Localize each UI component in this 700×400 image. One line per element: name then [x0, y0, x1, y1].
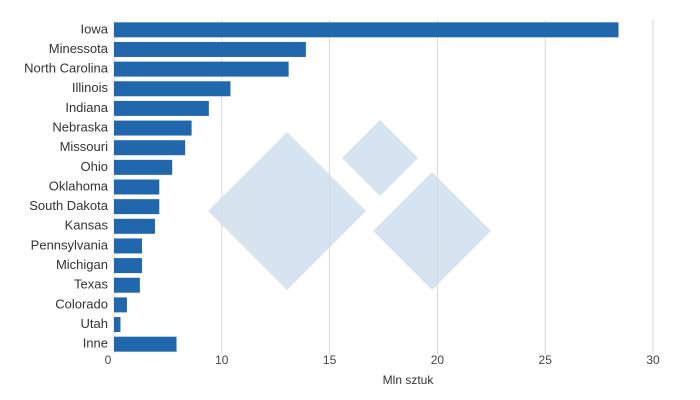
x-tick-label: 20	[431, 353, 445, 367]
y-tick-label: Michigan	[56, 257, 108, 272]
x-tick-label: 30	[646, 353, 660, 367]
bar	[114, 218, 155, 234]
y-tick-label: Indiana	[65, 100, 108, 115]
x-tick-label: 0	[105, 353, 112, 367]
y-tick-label: Ohio	[81, 159, 108, 174]
x-tick-label: 25	[539, 353, 553, 367]
y-tick-label: Texas	[74, 277, 108, 292]
bar	[114, 22, 619, 38]
y-tick-label: Nebraska	[52, 119, 108, 134]
bar	[114, 81, 231, 97]
y-tick-label: Pennsylvania	[31, 237, 109, 252]
bar	[114, 179, 160, 195]
bar	[114, 258, 143, 274]
bar	[114, 336, 177, 352]
y-tick-label: Illinois	[72, 80, 109, 95]
bar	[114, 100, 209, 116]
bar	[114, 277, 140, 293]
bar	[114, 61, 289, 77]
x-axis-title: Mln sztuk	[383, 373, 435, 387]
bar	[114, 199, 160, 215]
x-tick-label: 15	[323, 353, 337, 367]
watermark	[208, 120, 491, 290]
bar	[114, 120, 192, 136]
x-tick-label: 10	[215, 353, 229, 367]
bar	[114, 297, 127, 313]
y-tick-label: Iowa	[81, 21, 109, 36]
y-tick-label: Colorado	[55, 296, 108, 311]
bar	[114, 159, 173, 175]
bar	[114, 140, 186, 156]
y-tick-label: Missouri	[60, 139, 109, 154]
y-tick-label: Utah	[81, 316, 108, 331]
y-tick-label: South Dakota	[29, 198, 109, 213]
y-tick-label: Kansas	[65, 218, 109, 233]
bar	[114, 238, 143, 254]
y-tick-label: North Carolina	[24, 61, 109, 76]
y-tick-label: Minessota	[49, 41, 109, 56]
bar	[114, 41, 306, 57]
y-tick-label: Inne	[83, 336, 108, 351]
y-tick-label: Oklahoma	[49, 178, 109, 193]
bar	[114, 317, 121, 333]
